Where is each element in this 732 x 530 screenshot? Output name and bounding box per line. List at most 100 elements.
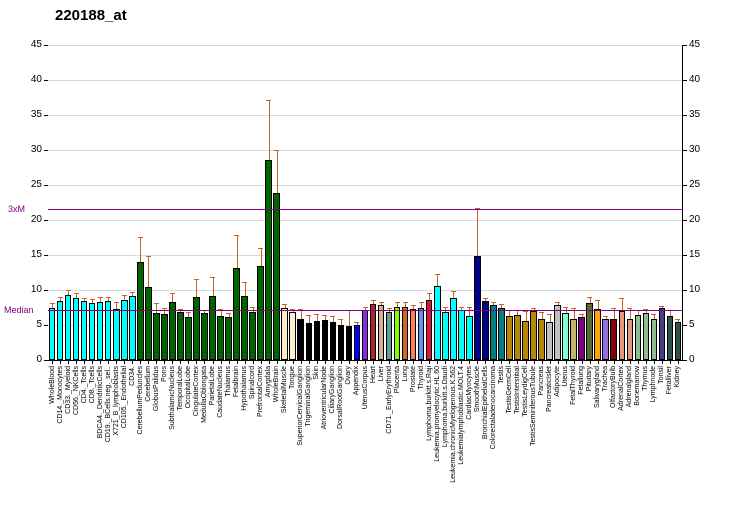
error-bar-cap [434, 274, 440, 276]
x-axis-tick [405, 361, 407, 364]
x-axis-tissue-label: CD34. [128, 366, 136, 386]
x-axis-tick [469, 361, 471, 364]
plot-area [48, 45, 682, 360]
error-bar [52, 304, 53, 308]
x-axis-tissue-label: GlobusPalidus [152, 366, 160, 412]
y-axis-tick [683, 325, 687, 326]
bar [249, 312, 256, 360]
bar [369, 304, 377, 360]
x-axis-tick [140, 361, 142, 364]
x-axis-tick [324, 361, 326, 364]
bar [273, 192, 280, 360]
error-bar [557, 303, 559, 306]
error-bar-cap [563, 307, 569, 309]
error-bar-cap [113, 301, 119, 303]
error-bar [589, 298, 591, 303]
y-axis-tick [683, 115, 687, 116]
error-bar-cap [611, 307, 617, 309]
bar [562, 313, 569, 360]
x-axis-tick [653, 361, 655, 364]
x-axis-tick [52, 361, 53, 364]
error-bar [268, 101, 270, 160]
bar [594, 308, 602, 360]
bar [241, 295, 248, 360]
error-bar-cap [539, 312, 545, 314]
bar [313, 320, 321, 360]
x-axis-tick [212, 361, 214, 364]
y-axis-tick [683, 290, 687, 291]
bar [72, 297, 80, 360]
bar [185, 316, 192, 360]
x-axis-tick [365, 361, 366, 364]
error-bar [397, 303, 399, 307]
bar [337, 325, 345, 360]
error-bar [421, 303, 423, 308]
error-bar-cap [442, 307, 448, 309]
bar [578, 316, 585, 360]
y-axis-tick [44, 185, 48, 186]
bar [586, 302, 593, 360]
median-label: Median [4, 304, 34, 315]
x-axis-tissue-label: MedullaOblongata [200, 366, 208, 423]
error-bar-cap [450, 291, 456, 293]
x-axis-tick [220, 361, 222, 364]
gridline [48, 150, 682, 151]
x-axis-tissue-label: BDCA4._DendriticCells [96, 366, 104, 439]
x-axis-tissue-label: Lymphoma.burkitt.s.Raji [425, 366, 433, 441]
bar [329, 322, 337, 360]
bar [169, 301, 176, 360]
bar [425, 299, 433, 360]
error-bar [573, 308, 575, 319]
x-axis-tick [100, 361, 102, 364]
x-axis-tick [413, 361, 415, 364]
y-axis-tick-label: 20 [689, 214, 701, 225]
error-bar-cap [153, 303, 159, 304]
x-axis-tissue-label: Hypothalamus [241, 366, 249, 411]
x-axis-tissue-label: Uterus [562, 366, 570, 387]
error-bar [220, 310, 222, 316]
x-axis-tick [637, 361, 639, 364]
x-axis-tick [68, 361, 70, 364]
bar [474, 255, 481, 360]
x-axis-tissue-label: SmoothMuscle [473, 366, 481, 413]
bar [177, 312, 184, 360]
y-axis-tick-label: 35 [30, 109, 42, 120]
x-axis-tissue-label: TestisLeydigCell [522, 366, 529, 417]
x-axis-tissue-label: OccipitalLobe [184, 366, 192, 409]
y-axis-tick [683, 45, 687, 46]
error-bar [308, 315, 310, 323]
x-axis-tick [116, 361, 118, 364]
bar [289, 311, 297, 360]
y-axis-tick [683, 255, 687, 256]
x-axis-tissue-label: CD19._BCells.neg._sel.. [104, 366, 112, 443]
x-axis-tick [76, 361, 78, 364]
error-bar [300, 309, 302, 319]
x-axis-tick [533, 361, 535, 364]
y-axis-tick-label: 25 [689, 179, 701, 190]
error-bar-cap [619, 298, 625, 300]
x-axis-tissue-label: BronchialEpithelialCells [481, 366, 489, 440]
y-axis-tick-label: 0 [689, 354, 695, 365]
error-bar [485, 299, 487, 302]
error-bar [92, 299, 94, 304]
error-bar-cap [418, 302, 424, 304]
gridline [48, 45, 682, 46]
error-bar-cap [226, 312, 232, 314]
error-bar [116, 302, 118, 309]
error-bar [76, 294, 78, 298]
error-bar [565, 308, 567, 314]
x-axis-tick [132, 361, 134, 364]
error-bar-cap [362, 306, 368, 308]
bar [538, 318, 545, 360]
error-bar-cap [426, 292, 432, 294]
error-bar-cap [458, 307, 464, 309]
y-axis-tick-label: 40 [30, 74, 42, 85]
error-bar-cap [274, 149, 280, 151]
x-axis-tick [477, 361, 479, 364]
x-axis-tissue-label: Leukemia.chronicMyelogenous.K.562 [449, 366, 457, 483]
bar [385, 311, 393, 360]
x-axis-tissue-label: Placenta [393, 366, 401, 394]
x-axis-tick [356, 361, 358, 364]
x-axis-tissue-label: FetalThyroid [570, 366, 578, 405]
